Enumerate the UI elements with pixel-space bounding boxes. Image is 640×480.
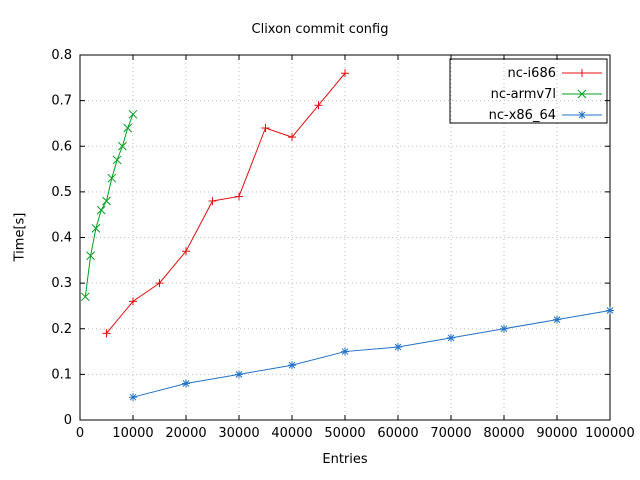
- x-tick-label: 100000: [585, 426, 635, 441]
- series-line-nc-x86_64: [132, 310, 611, 398]
- chart-title: Clixon commit config: [251, 22, 389, 37]
- y-tick-label: 0: [64, 413, 72, 428]
- x-marker-icon: [123, 123, 133, 133]
- plus-marker-icon: [341, 69, 349, 78]
- series-line-nc-armv7l: [84, 114, 134, 297]
- y-tick-label: 0.2: [51, 322, 72, 337]
- asterisk-marker-icon: [500, 324, 508, 333]
- asterisk-marker-icon: [606, 306, 614, 315]
- x-marker-icon: [577, 89, 587, 99]
- x-marker-icon: [96, 205, 106, 215]
- asterisk-marker-icon: [341, 347, 349, 356]
- y-tick-label: 0.5: [51, 185, 72, 200]
- x-marker-icon: [80, 292, 90, 302]
- asterisk-marker-icon: [447, 333, 455, 342]
- plus-marker-icon: [208, 197, 217, 205]
- x-tick-label: 0: [76, 426, 84, 441]
- x-marker-icon: [118, 141, 127, 151]
- x-tick-label: 10000: [112, 426, 153, 441]
- y-tick-label: 0.6: [51, 139, 72, 154]
- x-marker-icon: [112, 155, 122, 165]
- x-tick-label: 80000: [483, 426, 524, 441]
- x-axis-title: Entries: [322, 452, 368, 467]
- asterisk-marker-icon: [129, 393, 137, 402]
- x-marker-icon: [91, 224, 101, 233]
- y-tick-label: 0.4: [51, 231, 72, 246]
- x-tick-label: 20000: [165, 426, 206, 441]
- plus-marker-icon: [578, 69, 586, 77]
- plus-marker-icon: [288, 133, 296, 142]
- x-tick-label: 50000: [324, 426, 365, 441]
- y-tick-label: 0.8: [51, 48, 72, 63]
- plus-marker-icon: [261, 124, 270, 132]
- plus-marker-icon: [129, 297, 137, 306]
- asterisk-marker-icon: [394, 343, 402, 351]
- x-marker-icon: [107, 173, 117, 183]
- plus-marker-icon: [314, 101, 323, 110]
- plus-marker-icon: [155, 279, 164, 288]
- x-tick-label: 30000: [218, 426, 259, 441]
- x-marker-icon: [128, 109, 138, 119]
- legend-box: [449, 58, 608, 124]
- y-tick-label: 0.3: [51, 276, 72, 291]
- asterisk-marker-icon: [578, 111, 586, 119]
- x-tick-label: 40000: [271, 426, 312, 441]
- x-marker-icon: [86, 251, 95, 261]
- plus-marker-icon: [235, 192, 243, 201]
- asterisk-marker-icon: [235, 370, 243, 379]
- y-axis-title: Time[s]: [12, 212, 28, 262]
- plus-marker-icon: [102, 329, 111, 338]
- y-tick-label: 0.1: [51, 367, 72, 382]
- asterisk-marker-icon: [182, 379, 190, 388]
- series-line-nc-i686: [106, 72, 346, 334]
- asterisk-marker-icon: [553, 315, 561, 324]
- plus-marker-icon: [182, 247, 190, 256]
- legend-label-nc-i686: nc-i686: [507, 66, 556, 81]
- y-tick-label: 0.7: [51, 94, 72, 109]
- x-tick-label: 70000: [430, 426, 471, 441]
- x-tick-label: 90000: [536, 426, 577, 441]
- legend-label-nc-armv7l: nc-armv7l: [491, 87, 556, 102]
- legend-label-nc-x86_64: nc-x86_64: [489, 108, 556, 123]
- asterisk-marker-icon: [288, 361, 296, 370]
- x-tick-label: 60000: [377, 426, 418, 441]
- x-marker-icon: [102, 196, 111, 206]
